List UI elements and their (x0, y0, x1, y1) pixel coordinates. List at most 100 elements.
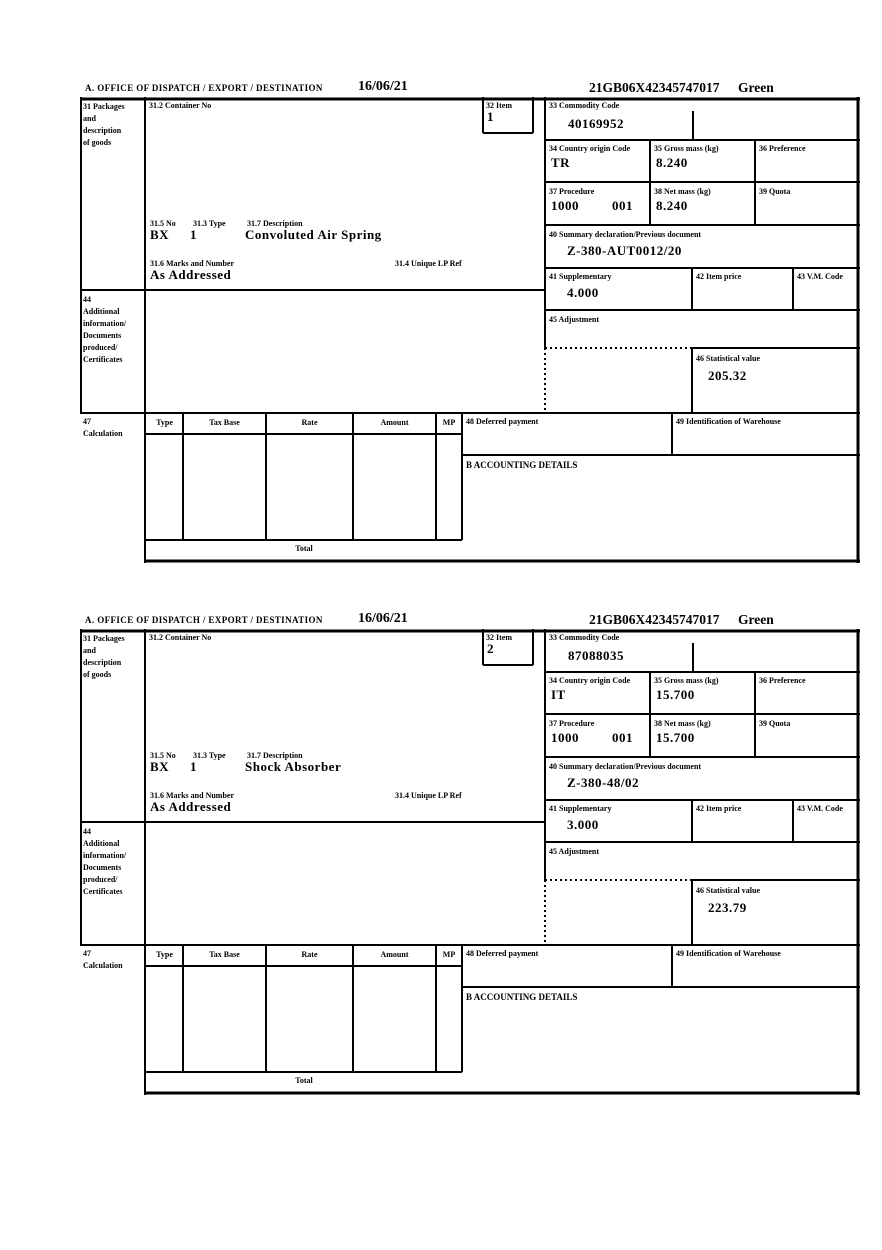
box41-supplementary-label: 41 Supplementary (549, 272, 612, 281)
box31-label: 31 Packages and description of goods (83, 101, 125, 149)
box31-label-line: of goods (83, 138, 112, 147)
box31-4-unique-lp-ref-label: 31.4 Unique LP Ref (395, 259, 462, 268)
dispatch-date: 16/06/21 (358, 79, 408, 94)
box43-vm-code-label: 43 V.M. Code (797, 804, 843, 813)
box31-label-line: description (83, 658, 122, 667)
calc-total-label: Total (295, 544, 313, 553)
dispatch-date: 16/06/21 (358, 611, 408, 626)
supplementary-units-value: 4.000 (567, 285, 599, 300)
box33-commodity-code-label: 33 Commodity Code (549, 633, 620, 642)
box35-gross-mass-label: 35 Gross mass (kg) (654, 676, 719, 685)
movement-reference: 21GB06X42345747017 (589, 612, 720, 627)
accounting-details-label: B ACCOUNTING DETAILS (466, 460, 578, 470)
box48-deferred-payment-label: 48 Deferred payment (466, 949, 539, 958)
calc-header-rate: Rate (301, 950, 318, 959)
box37-procedure-label: 37 Procedure (549, 719, 595, 728)
box34-country-origin-label: 34 Country origin Code (549, 676, 631, 685)
box49-warehouse-label: 49 Identification of Warehouse (676, 417, 781, 426)
packages-type-value: 1 (190, 759, 197, 774)
statistical-value-value: 205.32 (708, 368, 747, 383)
country-origin-value: IT (551, 687, 566, 702)
calc-header-tax-base: Tax Base (209, 418, 240, 427)
box49-warehouse-label: 49 Identification of Warehouse (676, 949, 781, 958)
box44-label-line: Documents (83, 863, 122, 872)
box47-label-line: 47 (83, 949, 91, 958)
box38-net-mass-label: 38 Net mass (kg) (654, 719, 711, 728)
routing-status: Green (738, 80, 774, 95)
packages-type-value: 1 (190, 227, 197, 242)
box47-label-line: 47 (83, 417, 91, 426)
box43-vm-code-label: 43 V.M. Code (797, 272, 843, 281)
box31-label-line: of goods (83, 670, 112, 679)
box44-label-line: produced/ (83, 343, 118, 352)
box36-preference-label: 36 Preference (759, 144, 806, 153)
procedure-code-value: 1000 (551, 198, 579, 213)
box47-label-line: Calculation (83, 961, 123, 970)
box44-label-line: Documents (83, 331, 122, 340)
box31-label-line: 31 Packages (83, 102, 125, 111)
goods-description-value: Convoluted Air Spring (245, 227, 382, 242)
movement-reference: 21GB06X42345747017 (589, 80, 720, 95)
box45-adjustment-label: 45 Adjustment (549, 847, 600, 856)
calc-total-label: Total (295, 1076, 313, 1085)
box31-label-line: and (83, 646, 96, 655)
box31-3-type-label: 31.3 Type (193, 219, 226, 228)
calc-header-tax-base: Tax Base (209, 950, 240, 959)
box31-label-line: description (83, 126, 122, 135)
gross-mass-value: 15.700 (656, 687, 695, 702)
gross-mass-value: 8.240 (656, 155, 688, 170)
box31-6-marks-label: 31.6 Marks and Number (150, 259, 235, 268)
procedure-code-2-value: 001 (612, 730, 633, 745)
box47-calculation-label: 47 Calculation (83, 948, 123, 972)
box42-item-price-label: 42 Item price (696, 804, 742, 813)
box31-label-line: 31 Packages (83, 634, 125, 643)
goods-description-value: Shock Absorber (245, 759, 342, 774)
declaration-form-grid: 31 Packages and description of goods 31.… (80, 629, 860, 1095)
form-border-lines (80, 97, 860, 563)
box31-6-marks-label: 31.6 Marks and Number (150, 791, 235, 800)
box46-statistical-value-label: 46 Statistical value (696, 354, 760, 363)
box31-7-description-label: 31.7 Description (247, 751, 303, 760)
box44-label-line: information/ (83, 319, 127, 328)
box39-quota-label: 39 Quota (759, 187, 791, 196)
box36-preference-label: 36 Preference (759, 676, 806, 685)
box44-label-line: 44 (83, 827, 91, 836)
calc-header-type: Type (156, 418, 173, 427)
routing-status: Green (738, 612, 774, 627)
commodity-code-value: 40169952 (568, 116, 624, 131)
box44-label-line: 44 (83, 295, 91, 304)
box44-label-line: Certificates (83, 887, 123, 896)
calc-header-amount: Amount (380, 418, 409, 427)
statistical-value-value: 223.79 (708, 900, 747, 915)
box41-supplementary-label: 41 Supplementary (549, 804, 612, 813)
box38-net-mass-label: 38 Net mass (kg) (654, 187, 711, 196)
box37-procedure-label: 37 Procedure (549, 187, 595, 196)
box44-label-line: Additional (83, 307, 120, 316)
calc-header-amount: Amount (380, 950, 409, 959)
box35-gross-mass-label: 35 Gross mass (kg) (654, 144, 719, 153)
box34-country-origin-label: 34 Country origin Code (549, 144, 631, 153)
box44-label: 44 Additional information/ Documents pro… (83, 826, 126, 898)
declaration-item-block-1: A. OFFICE OF DISPATCH / EXPORT / DESTINA… (80, 79, 862, 564)
box40-previous-document-label: 40 Summary declaration/Previous document (549, 762, 702, 771)
box44-label-line: Additional (83, 839, 120, 848)
procedure-code-value: 1000 (551, 730, 579, 745)
item-number-value: 1 (487, 109, 494, 124)
commodity-code-value: 87088035 (568, 648, 624, 663)
previous-document-value: Z-380-AUT0012/20 (567, 243, 682, 258)
declaration-form-grid: 31 Packages and description of goods 31.… (80, 97, 860, 563)
packages-no-value: BX (150, 227, 170, 242)
box42-item-price-label: 42 Item price (696, 272, 742, 281)
packages-no-value: BX (150, 759, 170, 774)
box31-7-description-label: 31.7 Description (247, 219, 303, 228)
box31-5-no-label: 31.5 No (150, 751, 176, 760)
accounting-details-label: B ACCOUNTING DETAILS (466, 992, 578, 1002)
box44-label-line: produced/ (83, 875, 118, 884)
box44-label-line: information/ (83, 851, 127, 860)
box31-2-container-no-label: 31.2 Container No (149, 101, 212, 110)
calc-header-type: Type (156, 950, 173, 959)
procedure-code-2-value: 001 (612, 198, 633, 213)
box40-previous-document-label: 40 Summary declaration/Previous document (549, 230, 702, 239)
box45-adjustment-label: 45 Adjustment (549, 315, 600, 324)
